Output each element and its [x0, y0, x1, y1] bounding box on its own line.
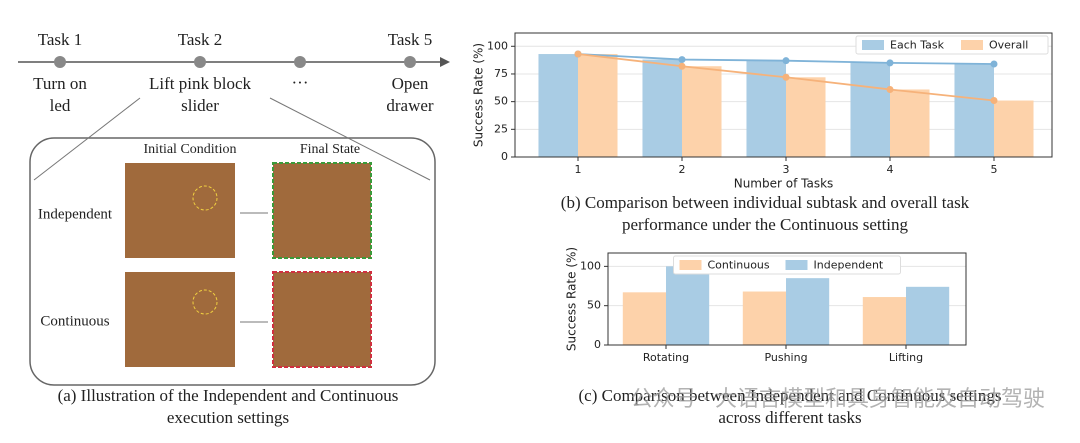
y-axis-label: Success Rate (%)	[472, 43, 486, 147]
line-point	[782, 57, 790, 65]
x-tick-label: 2	[679, 163, 686, 176]
y-tick-label: 50	[494, 95, 508, 108]
y-axis-label: Success Rate (%)	[565, 247, 579, 351]
task-label: Turn on	[33, 74, 87, 93]
ellipsis: ···	[292, 73, 309, 92]
task-label: Open	[392, 74, 429, 93]
task-name: Task 2	[178, 30, 223, 49]
caption: across different tasks	[718, 408, 861, 427]
target-marker	[192, 185, 218, 211]
legend-swatch	[862, 40, 884, 50]
bar	[994, 100, 1034, 157]
plot-frame	[607, 252, 967, 346]
diagram: Task 1 Turn on led Task 2 Lift pink block sli…	[33, 30, 434, 427]
y-tick-label: 50	[587, 299, 601, 312]
legend-swatch	[679, 260, 702, 270]
bar	[642, 59, 682, 158]
caption: performance under the Continuous setting	[622, 215, 909, 234]
line-point	[886, 85, 894, 93]
legend-label: Each Task	[890, 39, 945, 52]
caption: execution settings	[167, 408, 289, 427]
task-label: led	[50, 96, 71, 115]
bar	[954, 64, 994, 157]
caption: (b) Comparison between individual subtas…	[561, 193, 970, 212]
legend-label: Continuous	[708, 259, 770, 272]
zoom-line	[269, 97, 431, 181]
x-tick-label: 5	[991, 163, 998, 176]
plot-frame	[514, 32, 1053, 158]
y-tick-label: 100	[487, 39, 508, 52]
bar	[682, 66, 722, 157]
bar	[742, 291, 786, 345]
y-tick-label: 0	[501, 150, 508, 163]
x-tick-label: Rotating	[643, 351, 689, 364]
target-marker	[192, 289, 218, 315]
caption: (a) Illustration of the Independent and …	[58, 386, 399, 405]
task-label: slider	[181, 96, 219, 115]
bar	[786, 278, 830, 345]
line-point	[886, 59, 894, 67]
legend-swatch	[961, 40, 983, 50]
line-point	[574, 50, 582, 58]
bar	[906, 286, 950, 345]
y-tick-label: 0	[594, 338, 601, 351]
line-point	[678, 62, 686, 70]
bar	[622, 292, 666, 345]
task-name: Task 1	[38, 30, 83, 49]
timeline-node	[54, 56, 66, 68]
bar	[862, 297, 906, 345]
scene-image	[272, 271, 372, 368]
zoom-line	[33, 97, 141, 181]
column-header: Initial Condition	[144, 142, 237, 157]
bar	[578, 54, 618, 157]
legend-box	[855, 35, 1049, 55]
line-point	[782, 73, 790, 81]
scene-image	[125, 272, 235, 367]
bar	[890, 89, 930, 157]
x-tick-label: Lifting	[889, 351, 923, 364]
bar	[850, 62, 890, 158]
scene-image	[272, 162, 372, 259]
x-tick-label: Pushing	[764, 351, 807, 364]
task-name: Task 5	[388, 30, 433, 49]
bar	[666, 266, 710, 345]
row-label: Independent	[38, 206, 113, 222]
x-tick-label: 4	[887, 163, 894, 176]
timeline-arrow	[440, 57, 450, 67]
task-label: Lift pink block	[149, 74, 251, 93]
legend-label: Overall	[989, 39, 1028, 52]
x-axis-label: Number of Tasks	[734, 177, 834, 191]
task-label: drawer	[386, 96, 434, 115]
timeline-node	[194, 56, 206, 68]
watermark: 公众号 · 大语言模型和具身智能及自动驾驶	[631, 386, 1045, 411]
y-tick-label: 75	[494, 67, 508, 80]
timeline-node	[404, 56, 416, 68]
setting-box	[29, 137, 436, 386]
line-point	[990, 97, 998, 105]
scene-images	[125, 162, 372, 368]
x-tick-label: 3	[783, 163, 790, 176]
y-tick-label: 100	[580, 259, 601, 272]
legend-swatch	[785, 260, 808, 270]
x-tick-label: 1	[575, 163, 582, 176]
y-tick-label: 25	[494, 122, 508, 135]
timeline-node	[294, 56, 306, 68]
line-point	[990, 60, 998, 68]
legend-label: Independent	[814, 259, 884, 272]
column-header: Final State	[300, 142, 360, 157]
scene-image	[125, 163, 235, 258]
caption: (c) Comparison between Independent and C…	[578, 386, 1001, 405]
bar	[538, 54, 578, 157]
bar	[786, 77, 826, 157]
row-label: Continuous	[40, 313, 109, 329]
line-point	[678, 56, 686, 64]
charts: 0 25 50 75 100 1 2 3 4 5 Number of Tasks Success Ra…	[472, 32, 1053, 427]
